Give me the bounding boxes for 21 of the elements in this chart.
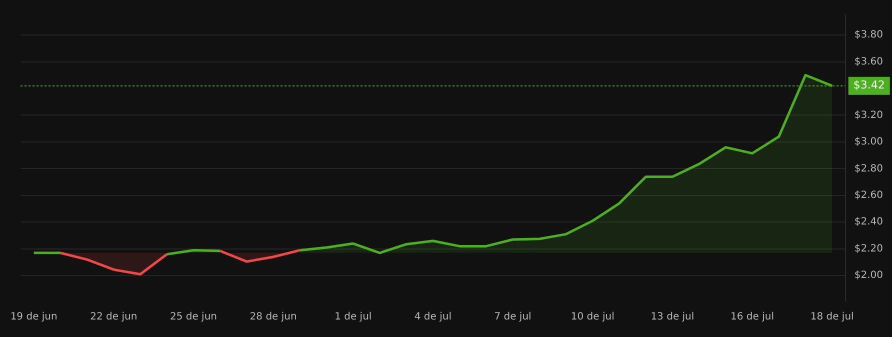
y-tick-label: $2.20	[854, 243, 884, 254]
x-tick-label: 28 de jun	[250, 312, 297, 323]
x-tick-label: 16 de jul	[730, 312, 774, 323]
y-tick-label: $2.00	[854, 270, 884, 282]
y-tick-label: $3.80	[854, 30, 884, 41]
y-tick-label: $2.80	[854, 163, 884, 174]
x-tick-label: 10 de jul	[570, 312, 614, 323]
y-tick-label: $3.60	[854, 56, 884, 68]
y-tick-label: $2.40	[854, 216, 884, 228]
x-tick-label: 1 de jul	[334, 312, 372, 323]
x-tick-label: 25 de jun	[170, 312, 218, 323]
y-tick-label: $2.60	[854, 190, 884, 202]
x-tick-label: 7 de jul	[494, 312, 532, 323]
x-tick-label: 19 de jun	[10, 312, 58, 323]
ref-line-label: $3.42	[853, 78, 885, 92]
x-tick-label: 22 de jun	[90, 312, 138, 323]
x-tick-label: 4 de jul	[414, 312, 452, 323]
y-tick-label: $3.00	[854, 136, 884, 148]
y-tick-label: $3.20	[854, 110, 884, 121]
x-tick-label: 18 de jul	[810, 312, 854, 323]
x-tick-label: 13 de jul	[650, 312, 694, 323]
